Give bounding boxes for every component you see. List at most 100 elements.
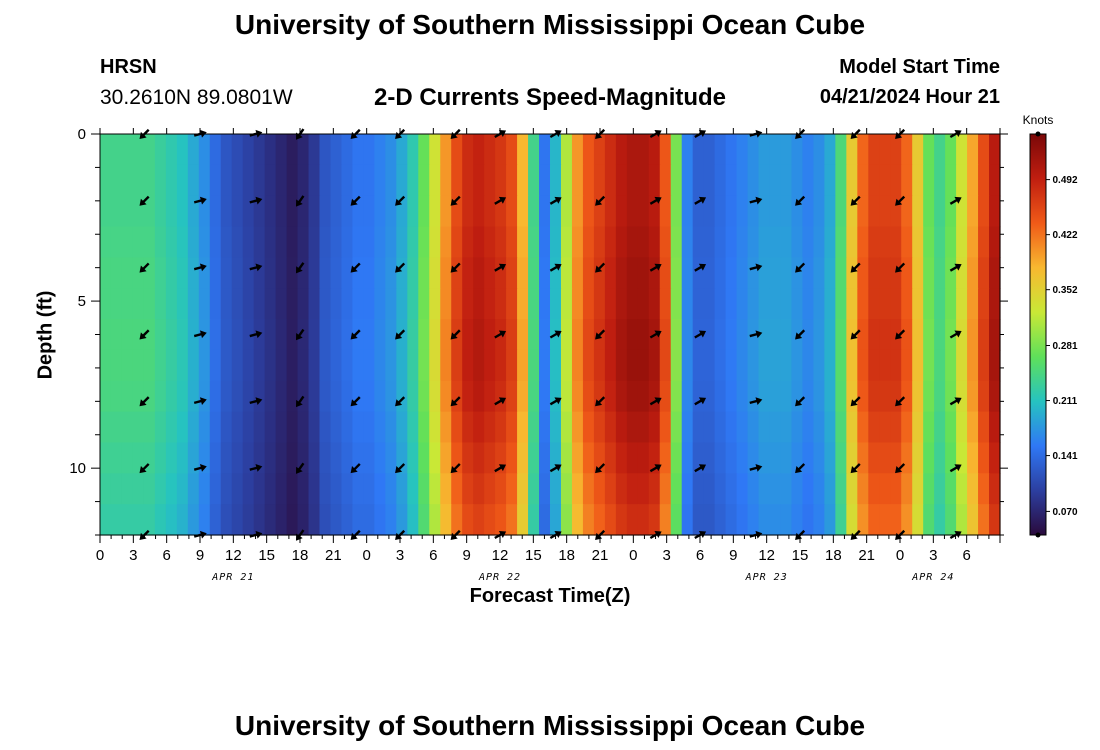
heatmap-cell [550, 195, 562, 228]
page-title: University of Southern Mississippi Ocean… [234, 9, 866, 40]
heatmap-cell [473, 164, 485, 197]
heatmap-cell [747, 473, 760, 505]
heatmap-cell [703, 164, 716, 197]
heatmap-cell [407, 257, 419, 289]
heatmap-cell [604, 134, 617, 166]
heatmap-cell [385, 226, 397, 258]
heatmap-cell [780, 164, 793, 197]
heatmap-cell [418, 411, 430, 444]
heatmap-cell [604, 164, 617, 197]
current-arrow [395, 262, 406, 273]
heatmap-cell [725, 442, 738, 474]
heatmap-cell [165, 504, 178, 536]
current-arrow [749, 464, 763, 472]
heatmap-cell [176, 226, 189, 258]
heatmap-cell [604, 226, 617, 258]
heatmap-cell [506, 442, 518, 474]
heatmap-cell [582, 195, 595, 228]
heatmap-cell [187, 349, 200, 382]
heatmap-cell [835, 195, 847, 228]
heatmap-cell [725, 164, 738, 197]
current-arrow [395, 463, 406, 474]
heatmap-cell [473, 319, 485, 351]
heatmap-cell [374, 319, 386, 351]
heatmap-cell [187, 319, 200, 351]
heatmap-cell [989, 504, 1001, 536]
arrow-head [295, 266, 303, 274]
heatmap-cell [659, 380, 672, 413]
current-arrow [249, 397, 263, 405]
heatmap-cell [670, 380, 683, 413]
heatmap-cell [198, 380, 211, 413]
heatmap-cell [857, 134, 869, 166]
arrow-head [450, 466, 458, 474]
heatmap-cell [374, 442, 386, 474]
heatmap-cell [681, 380, 694, 413]
heatmap-cell [473, 504, 485, 536]
heatmap-cell [890, 164, 902, 197]
heatmap-cell [517, 257, 529, 289]
heatmap-cell [593, 442, 606, 474]
heatmap-cell [681, 257, 694, 289]
heatmap-cell [143, 195, 156, 228]
current-arrow [850, 396, 861, 407]
heatmap-cell [923, 442, 935, 474]
heatmap-cell [220, 195, 233, 228]
current-arrow [649, 196, 662, 205]
heatmap-cell [923, 134, 935, 166]
heatmap-cell [165, 164, 178, 197]
current-arrow [649, 330, 662, 339]
heatmap-cell [868, 319, 880, 351]
heatmap-cell [978, 473, 990, 505]
heatmap-cell [934, 504, 946, 536]
heatmap-cell [132, 319, 145, 351]
heatmap-cell [769, 504, 782, 536]
heatmap-cell [528, 411, 540, 444]
heatmap-cell [473, 288, 485, 320]
heatmap-cell [264, 164, 277, 197]
heatmap-cell [462, 442, 474, 474]
heatmap-cell [626, 380, 639, 413]
heatmap-cell [824, 411, 836, 444]
heatmap-cell [506, 226, 518, 258]
heatmap-cell [528, 288, 540, 320]
heatmap-cell [341, 473, 354, 505]
heatmap-cell [374, 164, 386, 197]
heatmap-cell [100, 349, 112, 382]
heatmap-cell [407, 473, 419, 505]
heatmap-cell [791, 195, 804, 228]
arrow-head [255, 397, 263, 405]
heatmap-cell [560, 411, 573, 444]
heatmap-cell [967, 134, 979, 166]
heatmap-cell [890, 504, 902, 536]
heatmap-cell [934, 411, 946, 444]
heatmap-cell [593, 226, 606, 258]
heatmap-cell [857, 349, 869, 382]
colorbar-tick-label: 0.422 [1052, 230, 1077, 241]
heatmap-cell [615, 442, 628, 474]
current-arrow [139, 396, 150, 407]
heatmap-cell [308, 504, 321, 536]
heatmap-cell [429, 257, 441, 289]
heatmap-cell [846, 164, 858, 197]
heatmap-cell [165, 195, 178, 228]
heatmap-cell [396, 319, 408, 351]
heatmap-cell [813, 164, 825, 197]
heatmap-cell [385, 319, 397, 351]
heatmap-cell [835, 164, 847, 197]
heatmap-cell [736, 504, 749, 536]
heatmap-cell [330, 380, 343, 413]
arrow-head [498, 397, 507, 405]
heatmap-cell [890, 349, 902, 382]
heatmap-cell [176, 195, 189, 228]
colorbar-tick-label: 0.141 [1052, 451, 1077, 462]
heatmap-cell [659, 195, 672, 228]
heatmap-cell [517, 442, 529, 474]
heatmap-cell [209, 257, 222, 289]
arrow-head [954, 196, 962, 204]
heatmap-cell [528, 319, 540, 351]
heatmap-cell [747, 411, 760, 444]
heatmap-cell [220, 380, 233, 413]
heatmap-cell [330, 442, 343, 474]
heatmap-cell [264, 134, 277, 166]
